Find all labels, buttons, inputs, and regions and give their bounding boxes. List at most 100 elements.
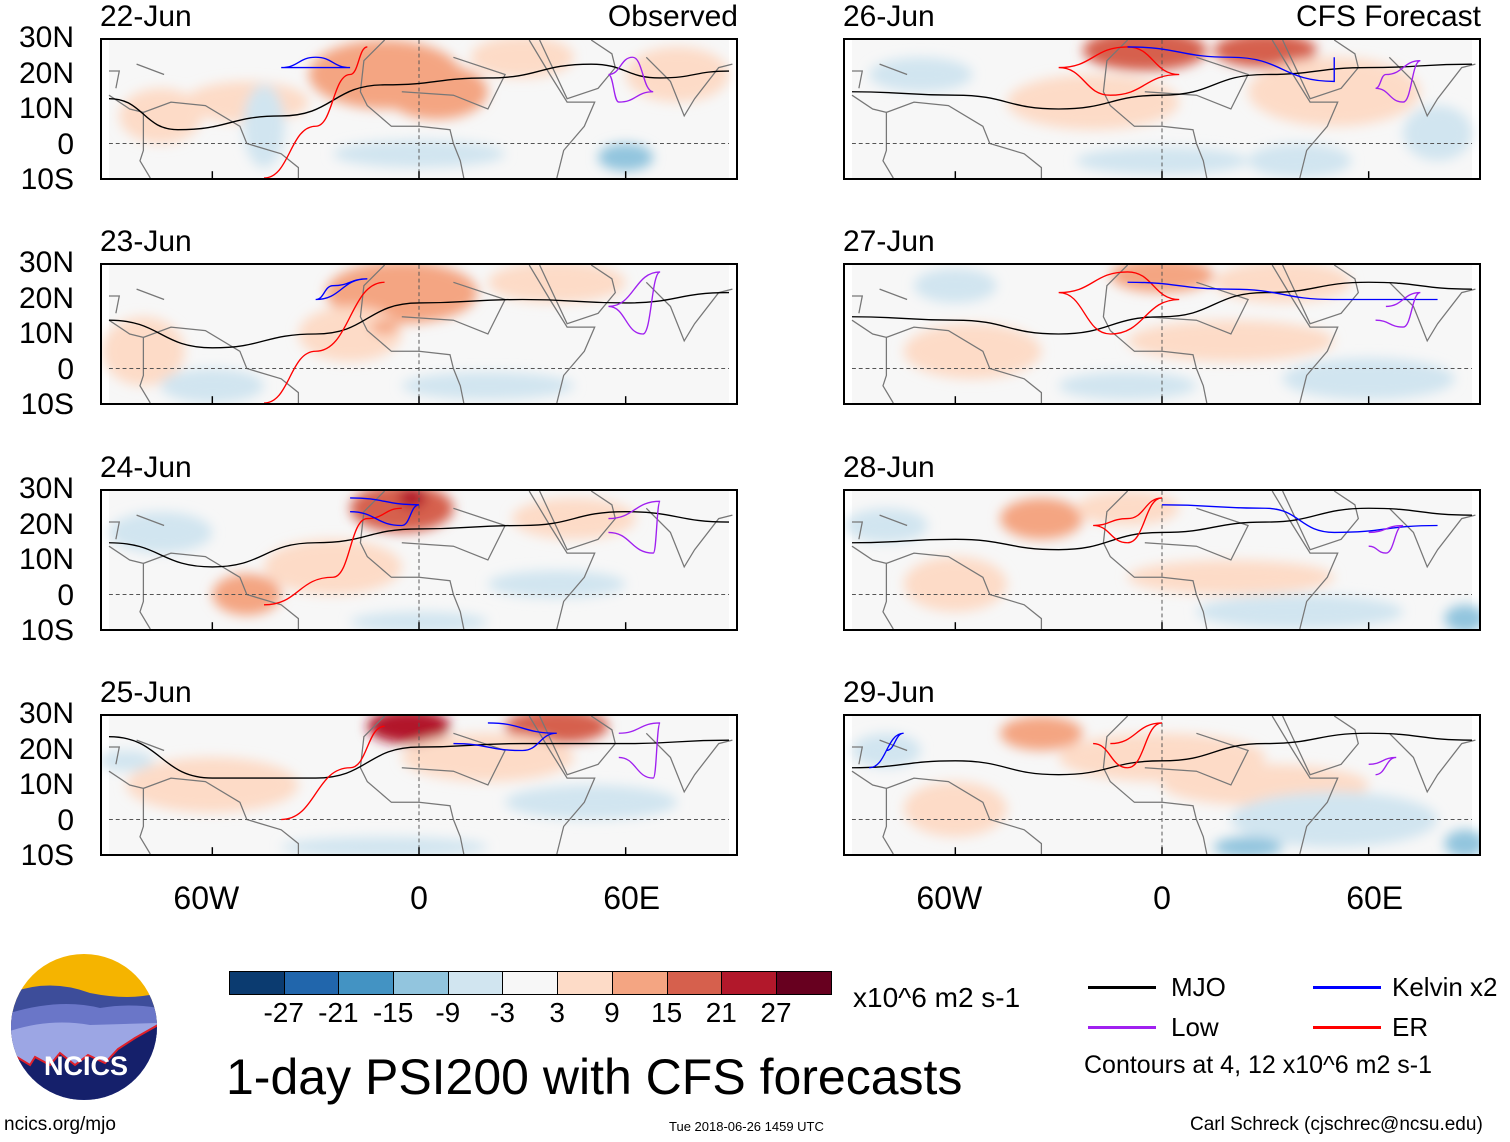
colorbar-swatch: [339, 972, 395, 994]
anomaly-region: [1444, 829, 1479, 854]
anomaly-region: [1444, 604, 1479, 629]
anomaly-region: [470, 40, 574, 78]
anomaly-region: [1000, 497, 1083, 540]
low-contour: [1375, 291, 1421, 328]
lat-tick-label: 10S: [20, 388, 74, 421]
anomaly-region: [384, 64, 488, 120]
colorbar-swatch: [776, 972, 831, 994]
legend-kelvin-line: [1313, 986, 1381, 989]
lat-tick-label: 20N: [18, 507, 74, 541]
mjo-contour: [108, 736, 730, 779]
lat-tick-label: 0: [57, 127, 74, 161]
colorbar-label: 15: [651, 997, 683, 1028]
lon-tick-label: 60E: [603, 880, 661, 916]
coastline: [401, 507, 506, 561]
lat-tick-label: 0: [57, 578, 74, 612]
ncics-logo: NCICS: [11, 954, 157, 1100]
coastline: [143, 552, 300, 629]
coastline: [1388, 281, 1476, 343]
coastline: [359, 716, 465, 854]
lat-tick-label: 20N: [18, 732, 74, 766]
anomaly-region: [401, 371, 575, 400]
coastline: [1388, 507, 1476, 569]
footer-url[interactable]: ncics.org/mjo: [4, 1114, 116, 1135]
legend-er-line: [1313, 1026, 1381, 1029]
lat-tick-label: 30N: [18, 697, 74, 730]
footer-credit: Carl Schreck (cjschrec@ncsu.edu): [1190, 1114, 1483, 1135]
anomaly-region: [903, 556, 1007, 612]
anomaly-region: [487, 570, 626, 598]
low-contour: [1368, 756, 1397, 776]
anomaly-region: [1282, 358, 1455, 400]
coastline: [136, 288, 165, 301]
column-title: Observed: [607, 0, 738, 33]
anomaly-region: [505, 785, 678, 820]
coastline: [879, 514, 908, 527]
low-contour: [608, 271, 661, 335]
panel-date: 23-Jun: [100, 225, 192, 258]
anomaly-region: [243, 84, 285, 168]
colorbar-swatch: [284, 972, 340, 994]
mjo-contour: [851, 63, 1473, 110]
lat-tick-label: 10S: [20, 614, 74, 647]
coastline: [851, 70, 864, 89]
coastline: [1282, 265, 1359, 325]
kelvin-contour: [281, 56, 351, 69]
coastline: [1102, 716, 1208, 854]
coastline: [1144, 507, 1249, 561]
coastline: [886, 326, 1043, 403]
coastline: [851, 545, 894, 629]
coastline: [108, 295, 121, 314]
colorbar-swatch: [503, 972, 559, 994]
coastline: [851, 770, 894, 854]
er-contour: [281, 725, 385, 821]
er-contour: [1058, 46, 1180, 96]
anomaly-region: [108, 511, 213, 554]
anomaly-region: [298, 306, 402, 362]
coastline: [143, 101, 300, 178]
coastline: [1271, 716, 1339, 854]
coastline: [1282, 716, 1359, 776]
colorbar-label: 27: [760, 997, 792, 1028]
coastline: [108, 521, 121, 540]
coastline: [1388, 732, 1476, 794]
coastline: [108, 70, 121, 89]
coastline: [359, 265, 465, 403]
colorbar-label: -15: [372, 997, 414, 1028]
coastline: [1282, 40, 1359, 100]
colorbar-swatch: [667, 972, 723, 994]
anomaly-region: [126, 757, 299, 813]
coastline: [851, 746, 864, 765]
anomaly-region: [350, 491, 454, 533]
coastline: [1102, 491, 1208, 629]
coastline: [886, 777, 1043, 854]
map-panel-26-Jun: 26-Jun CFS Forecast: [843, 0, 1481, 180]
contour-note: Contours at 4, 12 x10^6 m2 s-1: [1084, 1051, 1433, 1079]
coastline: [136, 739, 165, 752]
coastline: [851, 521, 864, 540]
coastline: [851, 94, 894, 178]
anomaly-region: [1248, 143, 1352, 178]
map-plot: [843, 489, 1481, 631]
er-contour: [1058, 271, 1180, 335]
low-contour: [1375, 60, 1421, 103]
map-plot: [843, 263, 1481, 405]
lon-tick-label: 60W: [916, 880, 983, 916]
coastline: [136, 63, 165, 76]
coastline: [108, 545, 151, 629]
anomaly-region: [1248, 57, 1421, 127]
coastline: [108, 94, 151, 178]
anomaly-region: [1058, 371, 1197, 400]
anomaly-region: [160, 368, 264, 403]
map-plot: [100, 714, 738, 856]
column-title: CFS Forecast: [1295, 0, 1481, 33]
colorbar: [229, 971, 832, 995]
lon-tick-label: 0: [410, 880, 428, 916]
map-plot: [843, 714, 1481, 856]
legend-low-label: Low: [1171, 1012, 1219, 1042]
lat-tick-label: 30N: [18, 21, 74, 54]
er-contour: [1093, 497, 1163, 544]
lon-tick-label: 0: [1153, 880, 1171, 916]
timestamp: Tue 2018-06-26 1459 UTC: [669, 1119, 824, 1134]
kelvin-contour: [1127, 281, 1438, 301]
